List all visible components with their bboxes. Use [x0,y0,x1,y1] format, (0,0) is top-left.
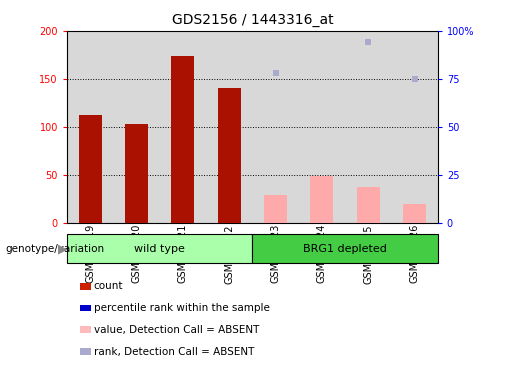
Text: GDS2156 / 1443316_at: GDS2156 / 1443316_at [171,13,333,27]
Text: genotype/variation: genotype/variation [5,243,104,254]
Bar [171,56,195,223]
Bar [113,31,160,223]
Text: wild type: wild type [134,243,185,254]
Bar [264,195,287,223]
Text: BRG1 depleted: BRG1 depleted [303,243,387,254]
Bar [403,204,426,223]
Bar [391,31,438,223]
Bar [67,234,252,263]
Text: rank, Detection Call = ABSENT: rank, Detection Call = ABSENT [94,347,254,357]
Bar [345,31,391,223]
Text: ▶: ▶ [58,242,67,255]
Text: count: count [94,281,123,291]
Bar [78,115,101,223]
Bar [217,88,241,223]
Bar [206,31,252,223]
Bar [252,234,438,263]
Bar [67,31,113,223]
Bar [252,31,299,223]
Bar [299,31,345,223]
Bar [310,176,334,223]
Bar [160,31,206,223]
Bar [356,187,380,223]
Text: value, Detection Call = ABSENT: value, Detection Call = ABSENT [94,325,259,335]
Bar [125,124,148,223]
Text: percentile rank within the sample: percentile rank within the sample [94,303,270,313]
